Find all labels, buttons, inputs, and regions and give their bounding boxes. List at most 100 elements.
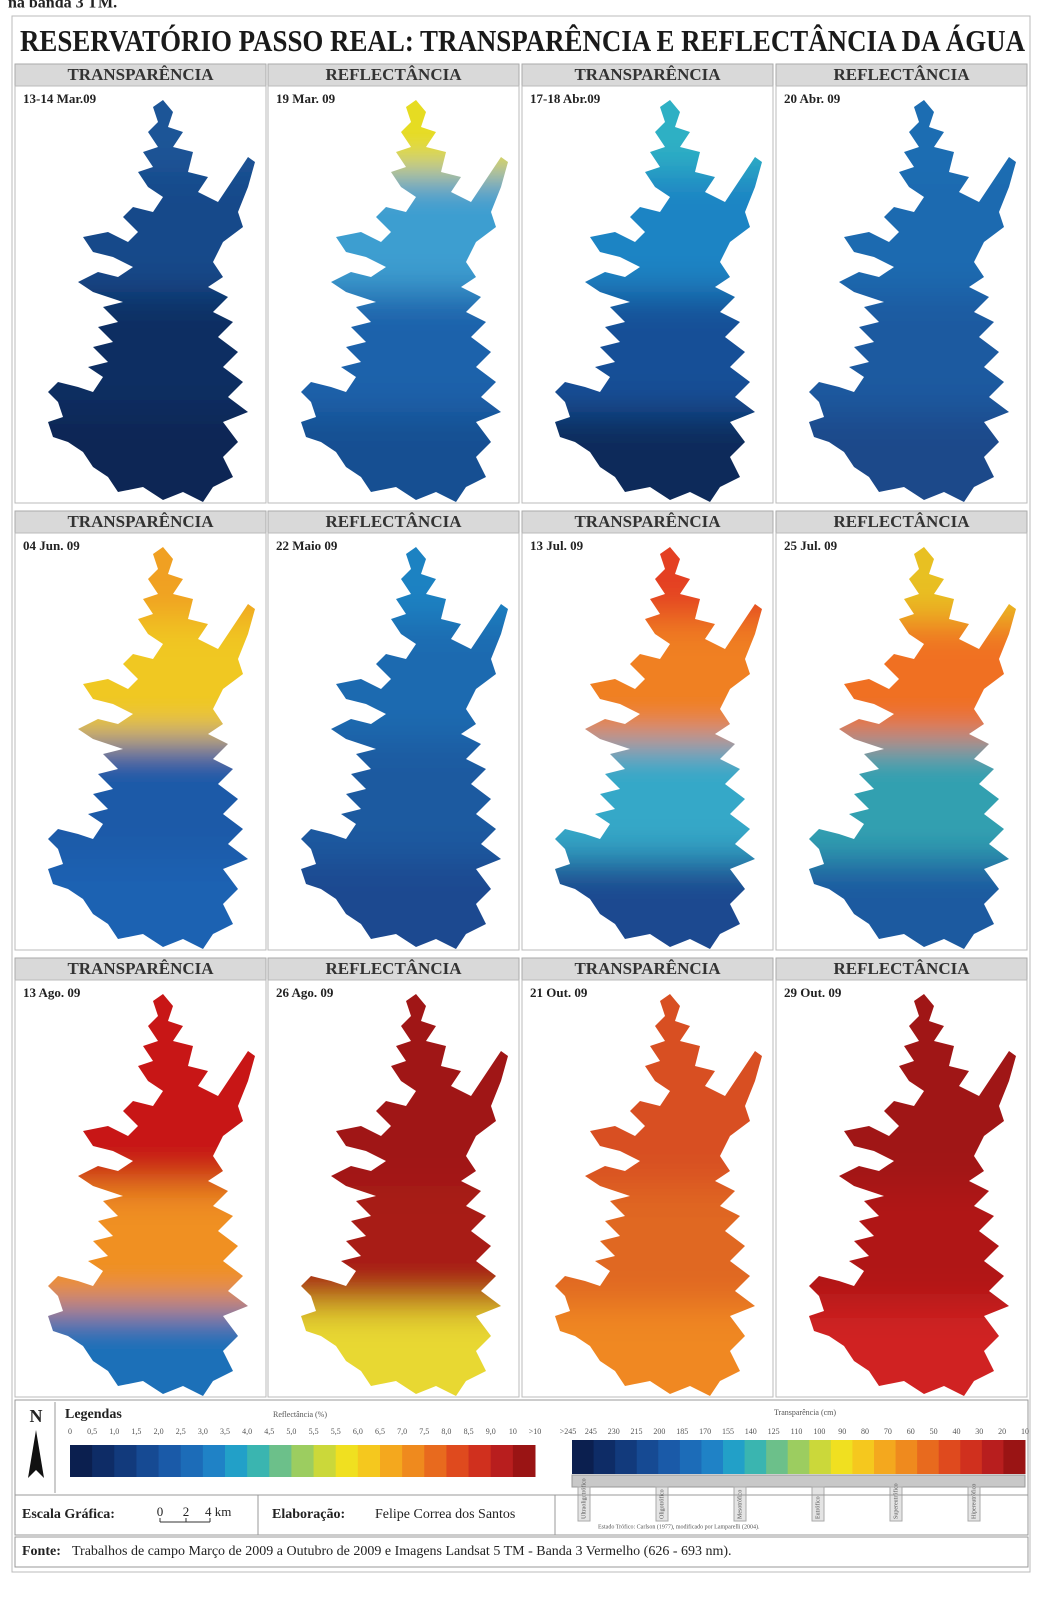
panel-date: 17-18 Abr.09 (530, 91, 601, 106)
legend-swatch (269, 1445, 292, 1477)
legend-swatch (637, 1440, 659, 1474)
panel-date: 21 Out. 09 (530, 985, 588, 1000)
scale-tick: 0 (157, 1504, 164, 1519)
legend-swatch (336, 1445, 359, 1477)
trophic-state: Supereutrófico (892, 1483, 899, 1519)
trophic-state: Hipereutrófico (970, 1484, 977, 1519)
legend-swatch (380, 1445, 403, 1477)
map-panel: REFLECTÂNCIA 19 Mar. 09 (236, 52, 566, 572)
legend-swatch (513, 1445, 536, 1477)
legend-swatch (358, 1445, 381, 1477)
trophic-note: Estado Trófico: Carlson (1977), modifica… (598, 1523, 760, 1530)
legend-tick-label: 155 (722, 1427, 734, 1436)
transparency-title: Transparência (cm) (774, 1408, 836, 1417)
legend-tick-label: 185 (676, 1427, 688, 1436)
legend-swatch (491, 1445, 514, 1477)
panel-header: TRANSPARÊNCIA (574, 65, 721, 84)
legend-swatch (572, 1440, 594, 1474)
legend-tick-label: 170 (699, 1427, 711, 1436)
panel-grid: TRANSPARÊNCIA 13-14 Mar.09 REFLECTÂNCIA 19 … (0, 52, 1057, 1466)
page: na banda 3 TM. RESERVATÓRIO PASSO REAL: … (0, 0, 1057, 1615)
map-panel: TRANSPARÊNCIA 13-14 Mar.09 (0, 52, 313, 572)
legend-tick-label: 125 (768, 1427, 780, 1436)
north-label: N (30, 1406, 43, 1426)
legend-tick-label: >245 (560, 1427, 577, 1436)
panel-header: REFLECTÂNCIA (833, 512, 970, 531)
source-label: Fonte: (22, 1544, 61, 1559)
legend-tick-label: 8,5 (464, 1427, 474, 1436)
panel-date: 26 Ago. 09 (276, 985, 334, 1000)
legend-tick-label: 10 (1021, 1427, 1029, 1436)
legend-swatch (114, 1445, 137, 1477)
legend-swatch (982, 1440, 1004, 1474)
panel-header: TRANSPARÊNCIA (67, 65, 214, 84)
legend-swatch (92, 1445, 115, 1477)
legend-tick-label: 200 (653, 1427, 665, 1436)
trophic-state: Mesotrófico (736, 1490, 743, 1519)
legend-swatch (203, 1445, 226, 1477)
legend-tick-label: 90 (838, 1427, 846, 1436)
panel-header: TRANSPARÊNCIA (574, 512, 721, 531)
legend-tick-label: >10 (529, 1427, 542, 1436)
legend-swatch (291, 1445, 314, 1477)
legend-swatch (424, 1445, 447, 1477)
panel-date: 29 Out. 09 (784, 985, 842, 1000)
legend-swatch (314, 1445, 337, 1477)
legend-tick-label: 0 (68, 1427, 72, 1436)
legend-heading: Legendas (65, 1407, 122, 1422)
panel-date: 13 Jul. 09 (530, 538, 584, 553)
legend-swatch (831, 1440, 853, 1474)
legend-tick-label: 0,5 (87, 1427, 97, 1436)
source-text: Trabalhos de campo Março de 2009 a Outub… (72, 1544, 732, 1559)
trophic-state: Oligotrófico (658, 1489, 665, 1519)
legend-tick-label: 5,0 (286, 1427, 296, 1436)
trophic-state: Eutrófico (814, 1496, 821, 1519)
panel-date: 13-14 Mar.09 (23, 91, 97, 106)
legend-swatch (402, 1445, 425, 1477)
legend-tick-label: 4,0 (242, 1427, 252, 1436)
legend-tick-label: 4,5 (264, 1427, 274, 1436)
legend-swatch (469, 1445, 492, 1477)
legend-swatch (701, 1440, 723, 1474)
map-panel: TRANSPARÊNCIA 13 Jul. 09 (490, 499, 820, 1019)
legend-tick-label: 7,0 (397, 1427, 407, 1436)
legend-swatch (70, 1445, 93, 1477)
legend-swatch (788, 1440, 810, 1474)
title: RESERVATÓRIO PASSO REAL: TRANSPARÊNCIA E… (20, 23, 1026, 58)
legend-swatch (615, 1440, 637, 1474)
legend-tick-label: 245 (585, 1427, 597, 1436)
trophic-band (572, 1475, 1025, 1487)
legend-swatch (896, 1440, 918, 1474)
legend-tick-label: 100 (813, 1427, 825, 1436)
legend-tick-label: 9,0 (486, 1427, 496, 1436)
legend-tick-label: 50 (930, 1427, 938, 1436)
panel-header: REFLECTÂNCIA (325, 512, 462, 531)
legend-tick-label: 6,5 (375, 1427, 385, 1436)
legend-swatch (874, 1440, 896, 1474)
legend-tick-label: 5,5 (331, 1427, 341, 1436)
legend-tick-label: 10 (509, 1427, 517, 1436)
legend-swatch (939, 1440, 961, 1474)
legend-tick-label: 30 (975, 1427, 983, 1436)
panel-date: 19 Mar. 09 (276, 91, 336, 106)
panel-header: REFLECTÂNCIA (325, 65, 462, 84)
legend-swatch (680, 1440, 702, 1474)
map-panel: TRANSPARÊNCIA13 Ago. 09 (0, 946, 313, 1466)
legend-tick-label: 1,5 (131, 1427, 141, 1436)
panel-header: REFLECTÂNCIA (833, 65, 970, 84)
legend-swatch (225, 1445, 248, 1477)
legend-tick-label: 1,0 (109, 1427, 119, 1436)
legend-swatch (446, 1445, 469, 1477)
legend-tick-label: 20 (998, 1427, 1006, 1436)
author-name: Felipe Correa dos Santos (375, 1507, 515, 1522)
legend-swatch (766, 1440, 788, 1474)
scale-tick: 4 km (205, 1504, 231, 1519)
legend-swatch (745, 1440, 767, 1474)
map-panel: REFLECTÂNCIA26 Ago. 09 (236, 946, 566, 1466)
legend-tick-label: 7,5 (419, 1427, 429, 1436)
legend-swatch (136, 1445, 159, 1477)
legend-tick-label: 140 (745, 1427, 757, 1436)
legend-swatch (852, 1440, 874, 1474)
